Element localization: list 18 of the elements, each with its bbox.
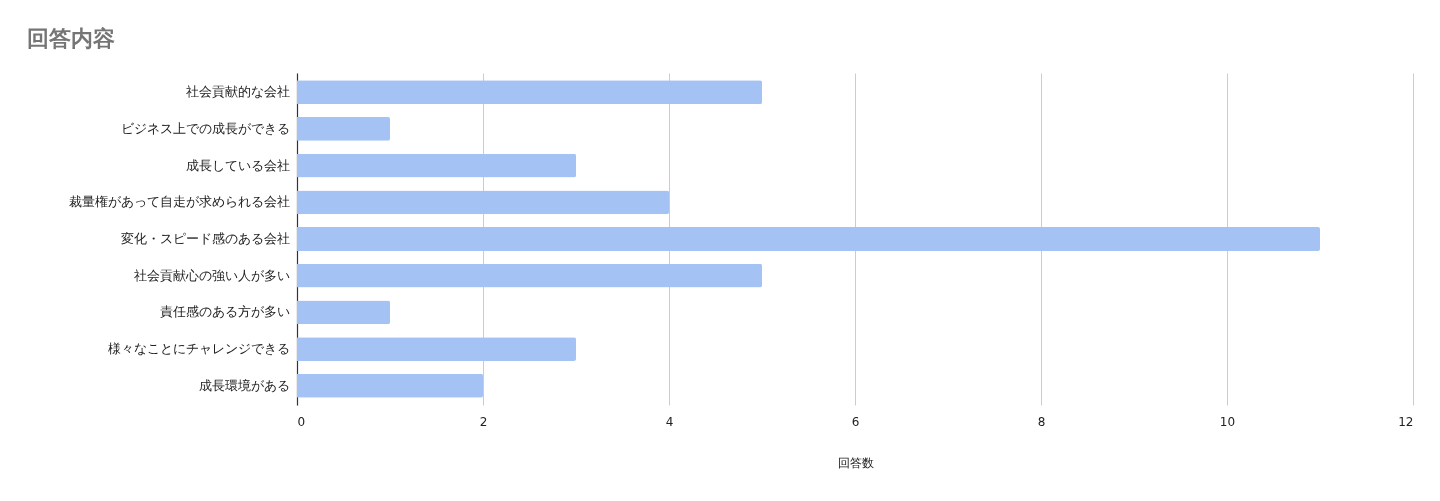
y-tick-label: 裁量権があって自走が求められる会社 [68,194,290,210]
x-axis-title: 回答数 [837,455,874,470]
x-tick-label: 8 [1037,414,1046,429]
y-tick-label: 成長している会社 [185,157,290,173]
y-tick-label: 変化・スピード感のある会社 [120,231,290,246]
y-tick-label: ビジネス上での成長ができる [120,120,290,136]
y-tick-label: 社会貢献心の強い人が多い [133,267,290,283]
x-tick-label: 4 [665,414,674,429]
text: 回答内容 [27,26,115,51]
y-tick-label: 成長環境がある [198,377,290,393]
x-tick-label: 2 [479,414,488,429]
x-tick-label: 6 [851,414,860,429]
x-tick-label: 12 [1398,414,1414,429]
y-tick-label: 様々なことにチャレンジできる [107,341,290,357]
y-tick-label: 社会貢献的な会社 [185,84,290,100]
y-tick-label: 責任感のある方が多い [159,304,290,320]
x-tick-label: 10 [1219,414,1236,429]
x-tick-label: 0 [297,414,306,429]
